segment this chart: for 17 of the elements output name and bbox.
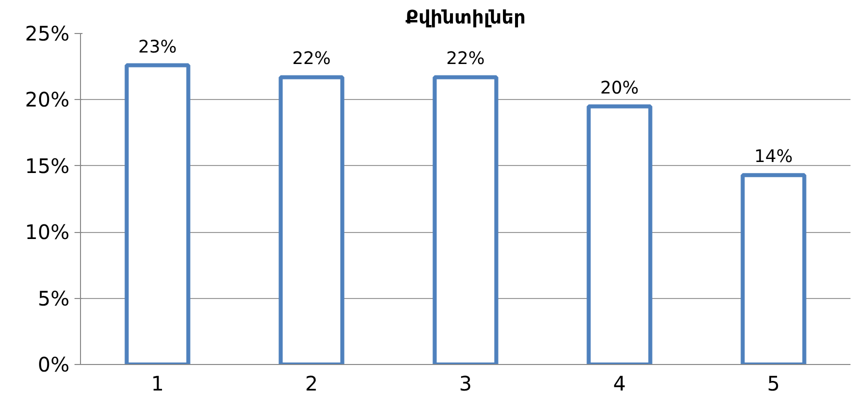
x-tick-label: 5 xyxy=(767,372,780,396)
data-label: 20% xyxy=(600,78,639,98)
data-label: 14% xyxy=(754,147,793,168)
x-tick-label: 4 xyxy=(613,372,626,396)
x-tick-label: 2 xyxy=(305,372,318,396)
y-tick-label: 25% xyxy=(25,22,70,46)
chart-title: Քվինտիլներ xyxy=(405,8,526,28)
x-tick-label: 1 xyxy=(151,372,164,396)
y-tick-label: 20% xyxy=(25,88,70,112)
y-tick-label: 5% xyxy=(38,286,70,310)
x-tick-label: 3 xyxy=(459,372,472,396)
y-tick-label: 10% xyxy=(25,220,70,244)
y-tick-label: 15% xyxy=(25,154,70,178)
data-label: 22% xyxy=(446,49,485,70)
y-tick-label: 0% xyxy=(38,352,70,376)
data-label: 23% xyxy=(138,37,177,58)
data-label: 22% xyxy=(292,49,331,70)
